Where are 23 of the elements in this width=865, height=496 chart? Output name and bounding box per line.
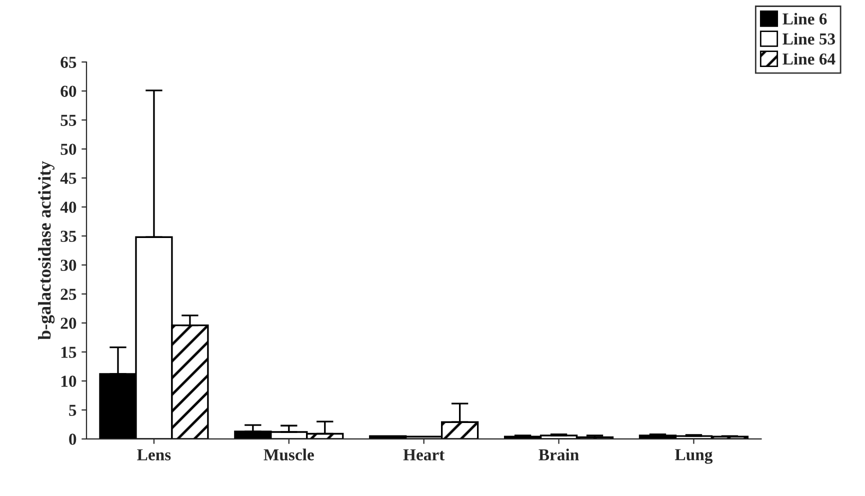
y-tick-label: 30	[60, 260, 76, 271]
y-tick-label: 55	[60, 114, 76, 126]
y-tick-label: 10	[61, 376, 76, 387]
x-tick-label: Heart	[403, 449, 445, 460]
x-tick-label: Brain	[538, 448, 579, 460]
legend-label: Line 6	[782, 12, 827, 25]
y-tick-label: 20	[60, 318, 76, 329]
y-tick-label: 35	[60, 230, 76, 242]
y-tick-label: 0	[69, 434, 76, 445]
legend-label: Line 64	[782, 52, 836, 65]
y-tick-label: 25	[60, 288, 76, 300]
x-tick-label: Muscle	[264, 448, 314, 460]
y-tick-label: 40	[60, 202, 76, 213]
y-tick-label: 15	[61, 346, 76, 358]
y-tick-label: 50	[60, 144, 76, 155]
legend-label: Line 53	[782, 32, 836, 45]
y-axis-title: b-galactosidase activity	[38, 161, 55, 340]
y-tick-label: 60	[60, 86, 76, 97]
x-tick-label: Lung	[675, 449, 713, 464]
y-tick-label: 45	[60, 172, 76, 184]
x-tick-label: Lens	[137, 449, 171, 460]
y-tick-label: 65	[60, 56, 76, 68]
y-tick-label: 5	[69, 404, 76, 416]
